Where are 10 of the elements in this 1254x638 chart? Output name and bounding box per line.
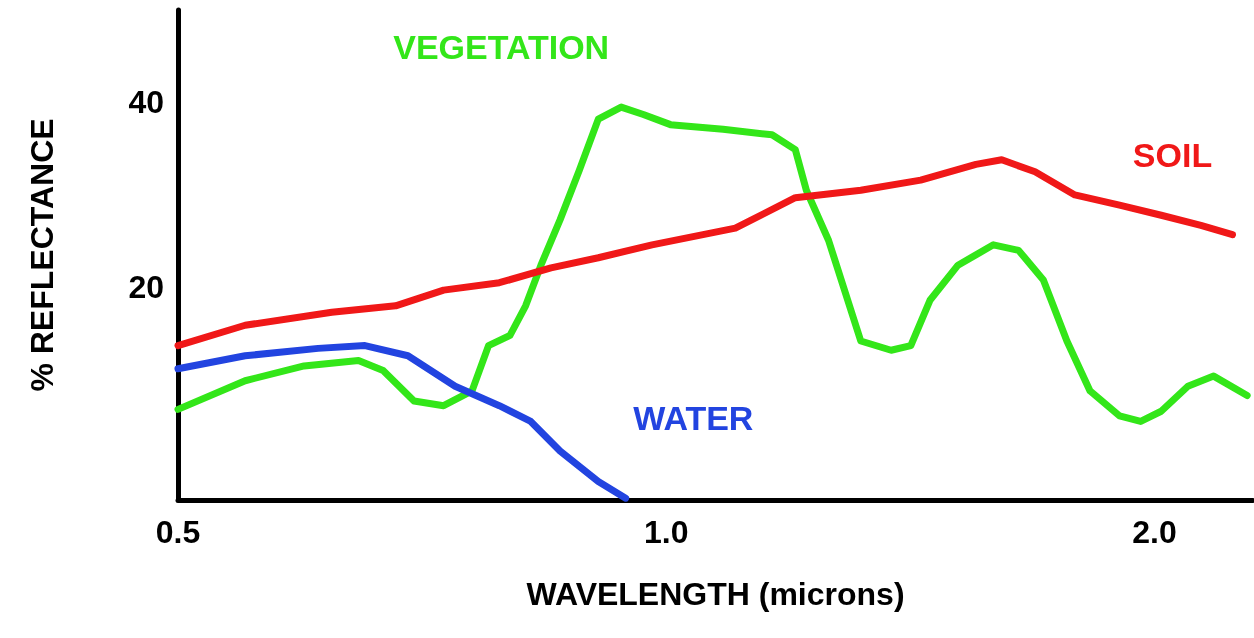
series-label: VEGETATION: [393, 28, 610, 67]
series-label: WATER: [633, 398, 754, 437]
x-tick-label: 0.5: [155, 514, 201, 550]
series-label: SOIL: [1132, 135, 1213, 174]
x-tick-label: 2.0: [1132, 514, 1177, 550]
y-axis-title: % REFLECTANCE: [24, 118, 60, 392]
x-tick-label: 1.0: [644, 514, 689, 550]
x-axis-title: WAVELENGTH (microns): [526, 576, 905, 612]
y-tick-label: 40: [128, 84, 164, 121]
y-tick-label: 20: [128, 269, 164, 306]
